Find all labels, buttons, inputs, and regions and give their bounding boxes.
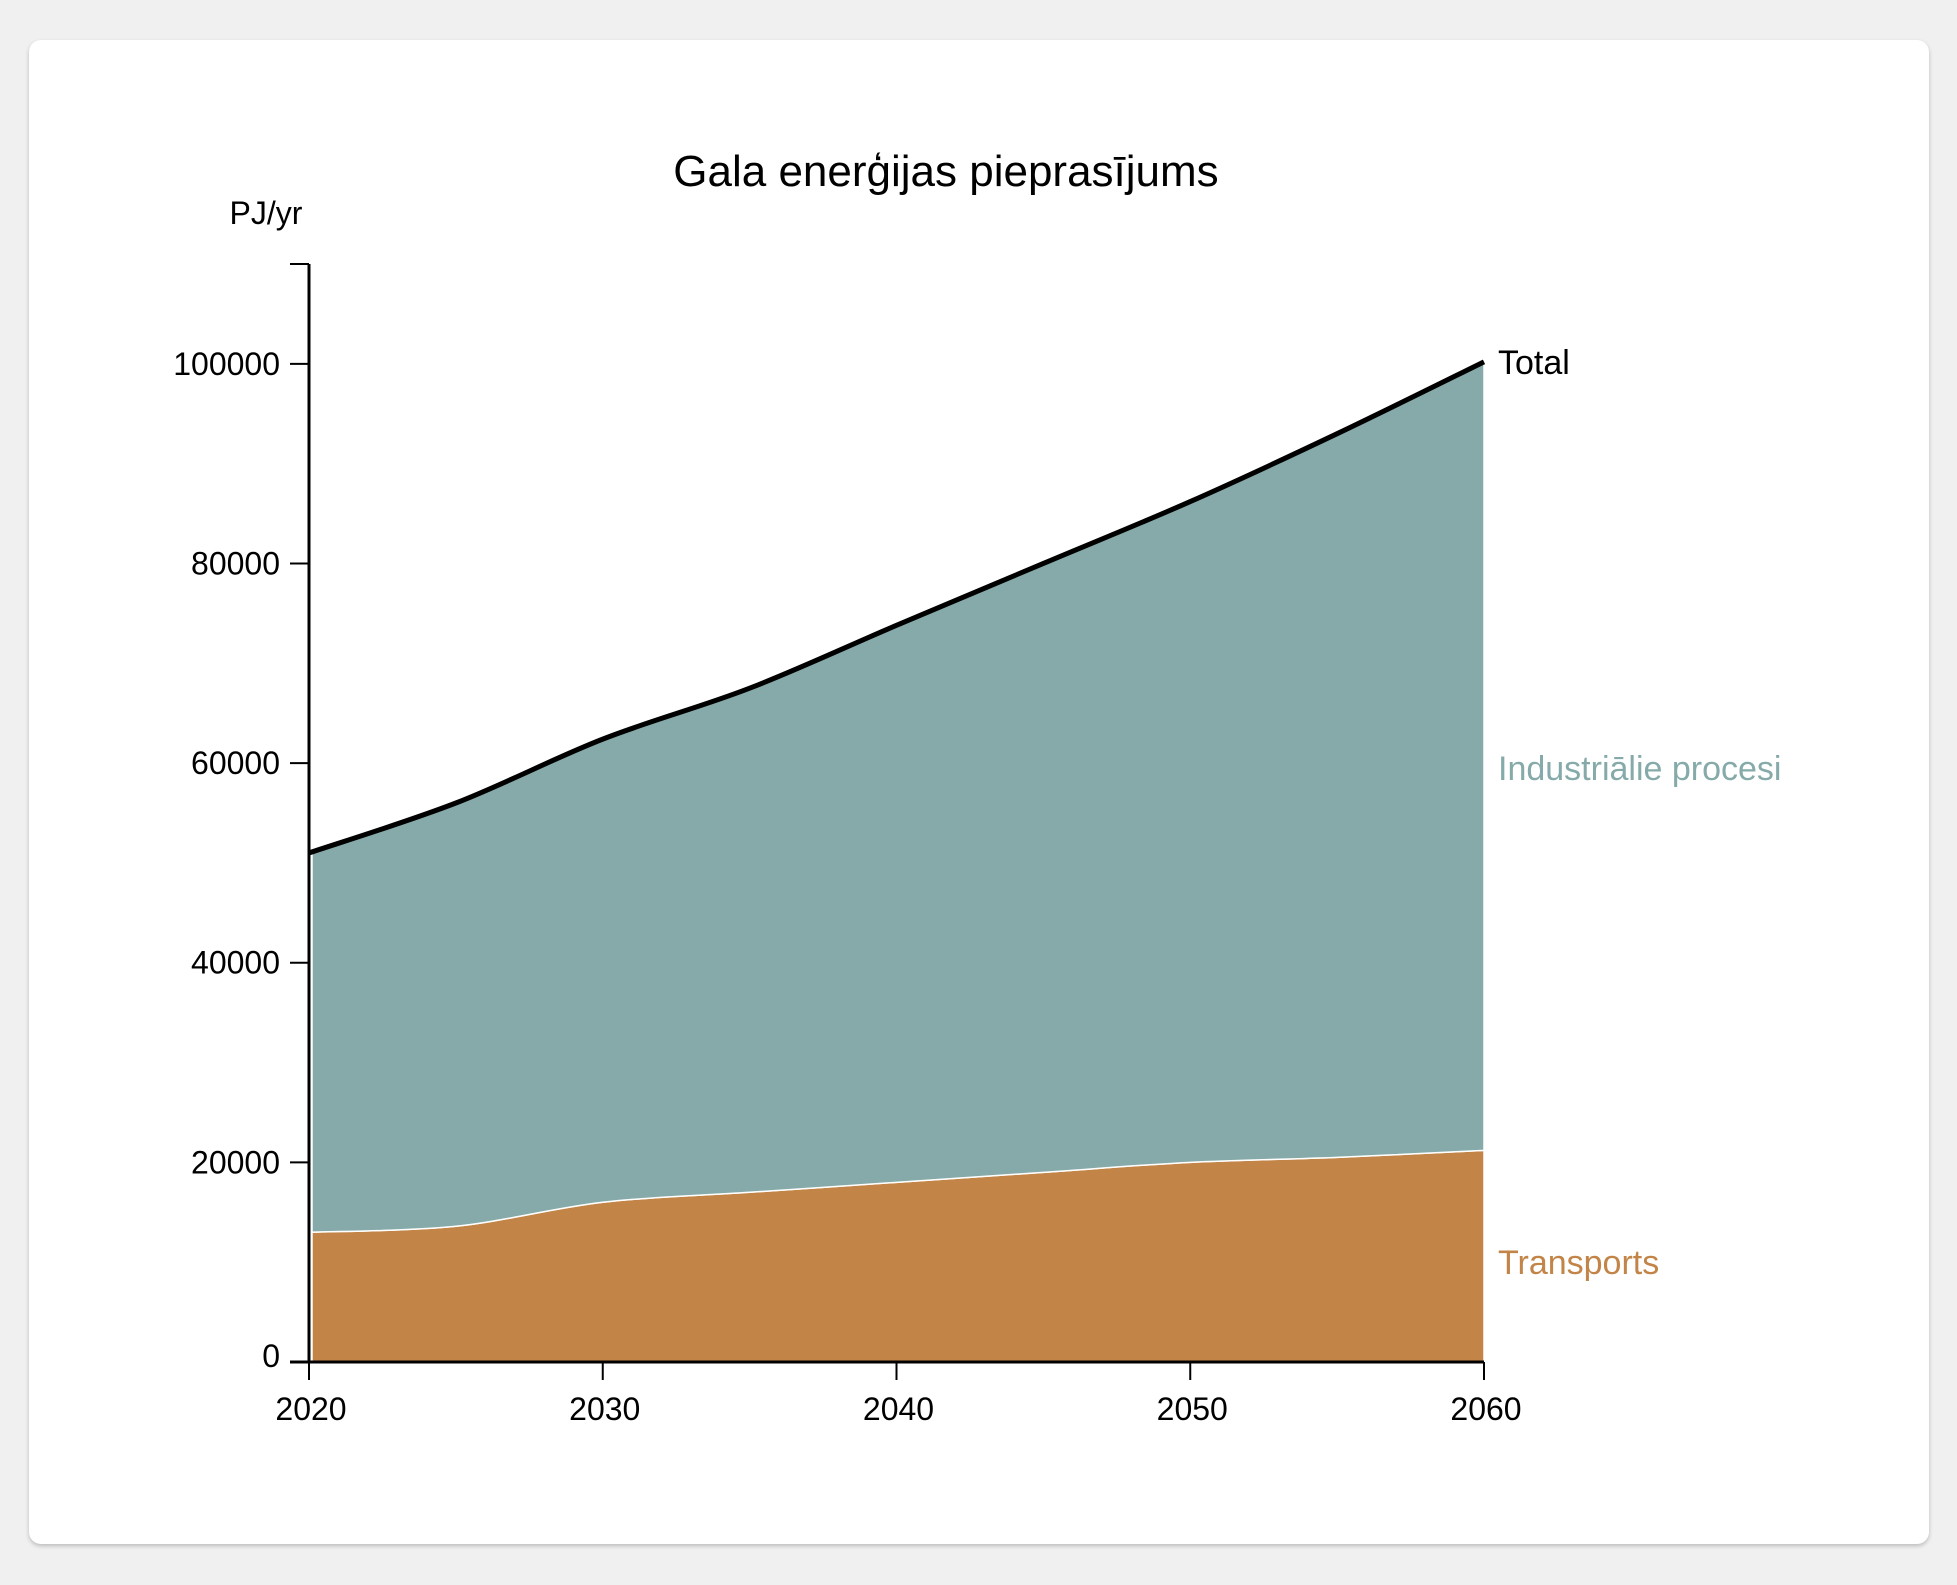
area-industri-lie-procesi bbox=[311, 360, 1485, 1234]
series-label-transports: Transports bbox=[1498, 1244, 1659, 1282]
y-tick-label: 40000 bbox=[191, 945, 280, 981]
labels-layer: Total Transports Industriālie procesi bbox=[1498, 344, 1781, 1282]
axes-layer: 0 20000 40000 60000 80000 100000 2020 2030 2040 2… bbox=[173, 263, 1522, 1427]
y-tick-label: 20000 bbox=[191, 1144, 280, 1180]
y-tick-label: 100000 bbox=[173, 346, 280, 382]
total-line bbox=[308, 359, 1486, 856]
x-tick-label: 2020 bbox=[275, 1391, 346, 1427]
x-tick-label: 2060 bbox=[1450, 1391, 1521, 1427]
x-tick-label: 2050 bbox=[1157, 1391, 1228, 1427]
y-tick-label: 0 bbox=[262, 1338, 280, 1374]
x-tick-label: 2030 bbox=[569, 1391, 640, 1427]
total-label: Total bbox=[1498, 344, 1570, 382]
y-tick-label: 60000 bbox=[191, 745, 280, 781]
y-axis-label: PJ/yr bbox=[230, 195, 303, 231]
x-tick-label: 2040 bbox=[863, 1391, 934, 1427]
chart-title: Gala enerģijas pieprasījums bbox=[673, 147, 1218, 196]
areas-layer bbox=[308, 359, 1486, 1363]
y-tick-label: 80000 bbox=[191, 545, 280, 581]
series-label-industri-lie-procesi: Industriālie procesi bbox=[1498, 750, 1781, 788]
